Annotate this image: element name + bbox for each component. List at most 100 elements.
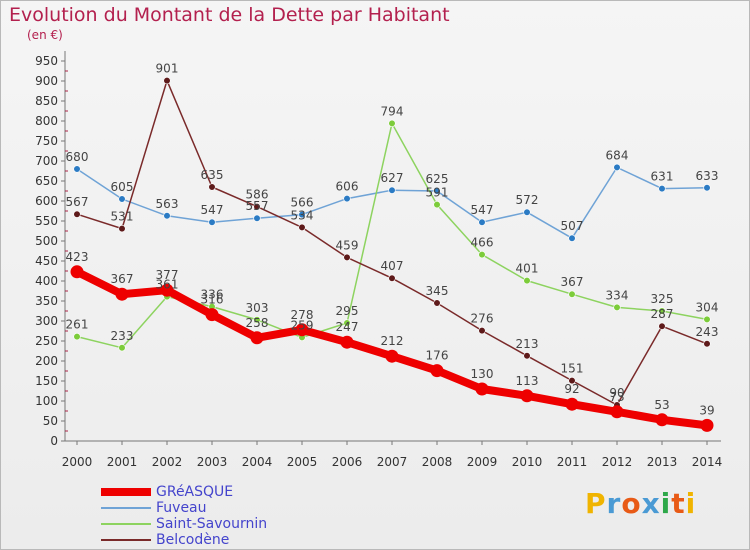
data-point [388,119,396,127]
data-label: 566 [291,196,314,210]
data-point [73,333,81,341]
logo-letter: i [660,487,672,520]
y-tick-label: 800 [35,114,58,128]
data-point [523,208,531,216]
logo-letter: P [585,487,607,520]
y-tick-label: 300 [35,314,58,328]
data-point [433,299,441,307]
data-label: 466 [471,236,494,250]
x-tick-label: 2011 [557,455,588,469]
data-point [340,335,354,349]
data-label: 151 [561,362,584,376]
x-tick-label: 2007 [377,455,408,469]
chart-title: Evolution du Montant de la Dette par Hab… [9,4,450,26]
data-point [520,389,534,403]
data-point [478,251,486,259]
y-tick-label: 750 [35,134,58,148]
data-point [613,163,621,171]
logo-letter: o [621,487,642,520]
data-label: 794 [381,104,404,118]
data-label: 377 [156,268,179,282]
data-label: 334 [606,288,629,302]
data-label: 325 [651,292,674,306]
data-point [253,214,261,222]
logo-letter: t [671,487,686,520]
data-label: 247 [336,320,359,334]
x-tick-label: 2006 [332,455,363,469]
data-label: 345 [426,284,449,298]
data-label: 303 [246,301,269,315]
data-label: 407 [381,259,404,273]
data-point [700,418,714,432]
data-label: 295 [336,304,359,318]
data-point [73,210,81,218]
data-label: 680 [66,150,89,164]
data-point [163,76,171,85]
x-tick-label: 2004 [242,455,273,469]
data-point [73,165,81,173]
y-tick-label: 250 [35,334,58,348]
y-tick-label: 50 [43,414,58,428]
data-point [523,277,531,285]
data-point [115,287,129,301]
data-point [388,274,396,282]
data-point [253,203,261,211]
logo-letter: x [641,487,661,520]
data-point [478,218,486,226]
axes: 0 50 100 150 200 250 300 350 400 450 500 550 600 650 7… [35,51,722,469]
data-point [433,201,441,209]
data-point [568,290,576,298]
data-point [118,344,126,352]
data-label: 304 [696,300,719,314]
data-label: 605 [111,180,134,194]
data-label: 278 [291,308,314,322]
data-label: 130 [471,367,494,381]
data-label: 276 [471,312,494,326]
legend-swatch [101,523,151,525]
data-point [565,397,579,411]
data-point [703,315,711,324]
data-label: 684 [606,148,629,162]
data-point [70,265,84,279]
data-point [475,382,489,396]
x-tick-label: 2000 [62,455,93,469]
data-point [163,212,171,220]
data-point [298,211,306,219]
data-label: 243 [696,325,719,339]
legend-label: GRéASQUE [156,484,234,500]
y-tick-label: 600 [35,194,58,208]
data-label: 336 [201,288,224,302]
data-labels: 680 605 563 547 557 566 606 627 625 547 572 507 684 6… [66,62,719,418]
x-tick-label: 2013 [647,455,678,469]
data-point [658,322,666,330]
legend-label: Fuveau [156,500,207,516]
data-label: 423 [66,250,89,264]
data-point [160,283,174,297]
data-point [433,187,441,195]
data-point [118,225,126,233]
data-label: 212 [381,334,404,348]
data-point [658,185,666,193]
data-point [253,316,261,324]
data-label: 627 [381,171,404,185]
data-label: 635 [201,168,224,182]
data-point [388,186,396,194]
data-point [613,303,621,312]
x-tick-label: 2001 [107,455,138,469]
data-point [478,327,486,335]
data-label: 213 [516,337,539,351]
data-label: 547 [471,203,494,217]
y-tick-label: 550 [35,214,58,228]
data-label: 563 [156,197,179,211]
data-label: 258 [246,316,269,330]
data-point [343,195,351,203]
data-label: 534 [291,208,314,222]
data-label: 567 [66,195,89,209]
data-label: 531 [111,210,134,224]
data-label: 586 [246,188,269,202]
data-label: 507 [561,219,584,233]
y-tick-label: 650 [35,174,58,188]
data-label: 401 [516,262,539,276]
data-point [208,183,216,191]
